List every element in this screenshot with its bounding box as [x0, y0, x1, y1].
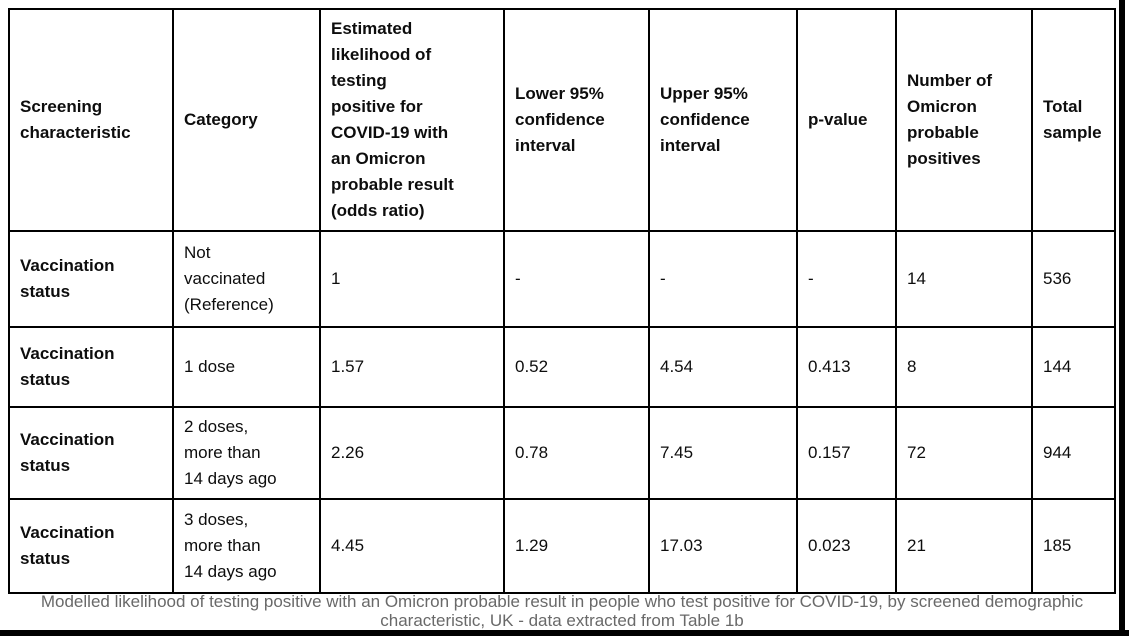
- table-cell-total-sample: 536: [1031, 230, 1116, 328]
- column-header-lower-ci: Lower 95% confidence interval: [503, 8, 650, 232]
- column-header-upper-ci: Upper 95% confidence interval: [648, 8, 798, 232]
- column-header-category: Category: [172, 8, 321, 232]
- table-cell-lower-ci: 0.52: [503, 326, 650, 408]
- table-caption: Modelled likelihood of testing positive …: [40, 592, 1084, 630]
- table-cell-category: 1 dose: [172, 326, 321, 408]
- table-cell-p-value: 0.157: [796, 406, 897, 500]
- table-cell-upper-ci: 7.45: [648, 406, 798, 500]
- table-row: Vaccination status 2 doses, more than 14…: [8, 406, 1116, 500]
- column-header-screening-characteristic: Screening characteristic: [8, 8, 174, 232]
- table-cell-omicron-positives: 8: [895, 326, 1033, 408]
- row-header-cell: Vaccination status: [8, 498, 174, 594]
- screen-edge-right: [1119, 0, 1125, 636]
- table-row: Vaccination status Not vaccinated (Refer…: [8, 230, 1116, 328]
- table-cell-upper-ci: 4.54: [648, 326, 798, 408]
- table-cell-omicron-positives: 21: [895, 498, 1033, 594]
- table-cell-total-sample: 144: [1031, 326, 1116, 408]
- table-cell-p-value: -: [796, 230, 897, 328]
- table-cell-category: 2 doses, more than 14 days ago: [172, 406, 321, 500]
- column-header-p-value: p-value: [796, 8, 897, 232]
- table-row: Vaccination status 3 doses, more than 14…: [8, 498, 1116, 594]
- column-header-total-sample: Total sample: [1031, 8, 1116, 232]
- table-cell-category: Not vaccinated (Reference): [172, 230, 321, 328]
- table-cell-p-value: 0.413: [796, 326, 897, 408]
- table-cell-lower-ci: -: [503, 230, 650, 328]
- row-header-cell: Vaccination status: [8, 406, 174, 500]
- table-cell-omicron-positives: 14: [895, 230, 1033, 328]
- row-header-cell: Vaccination status: [8, 230, 174, 328]
- table-cell-odds-ratio: 1.57: [319, 326, 505, 408]
- column-header-omicron-positives: Number of Omicron probable positives: [895, 8, 1033, 232]
- table-cell-upper-ci: 17.03: [648, 498, 798, 594]
- table-cell-lower-ci: 1.29: [503, 498, 650, 594]
- table-cell-upper-ci: -: [648, 230, 798, 328]
- screen-edge-bottom: [0, 630, 1129, 636]
- header-row: Screening characteristic Category Estima…: [8, 8, 1116, 232]
- table-cell-odds-ratio: 4.45: [319, 498, 505, 594]
- table-cell-omicron-positives: 72: [895, 406, 1033, 500]
- table-cell-total-sample: 185: [1031, 498, 1116, 594]
- table-cell-total-sample: 944: [1031, 406, 1116, 500]
- table-cell-odds-ratio: 2.26: [319, 406, 505, 500]
- row-header-cell: Vaccination status: [8, 326, 174, 408]
- data-table: Screening characteristic Category Estima…: [8, 8, 1116, 594]
- table-cell-category: 3 doses, more than 14 days ago: [172, 498, 321, 594]
- table-cell-odds-ratio: 1: [319, 230, 505, 328]
- table-row: Vaccination status 1 dose 1.57 0.52 4.54…: [8, 326, 1116, 408]
- table-cell-lower-ci: 0.78: [503, 406, 650, 500]
- table-cell-p-value: 0.023: [796, 498, 897, 594]
- column-header-odds-ratio: Estimated likelihood of testing positive…: [319, 8, 505, 232]
